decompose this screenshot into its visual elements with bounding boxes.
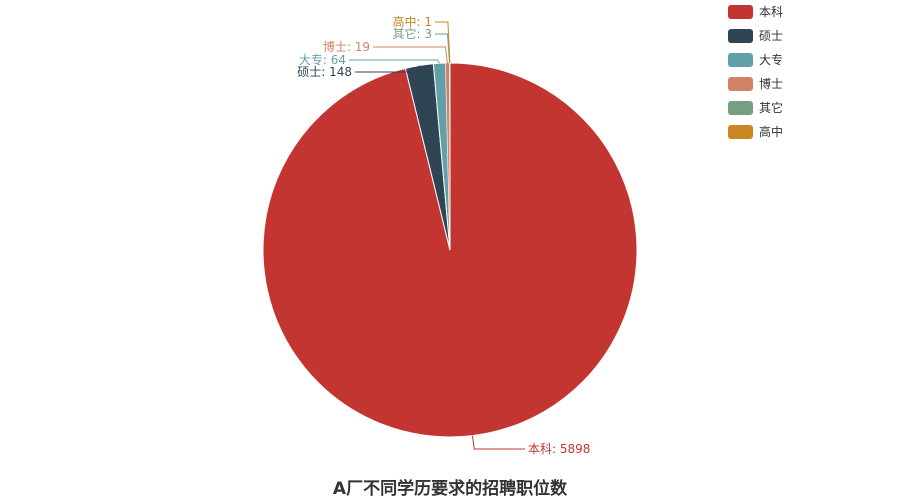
slice-label-5: 高中: 1 xyxy=(393,14,433,29)
slice-label-3: 博士: 19 xyxy=(323,39,370,54)
legend-label-0: 本科 xyxy=(759,5,783,19)
leader-line-3 xyxy=(373,46,448,64)
legend-label-1: 硕士 xyxy=(759,29,783,43)
legend-swatch-5 xyxy=(728,125,753,139)
slice-label-2: 大专: 64 xyxy=(299,52,346,67)
slice-label-0: 本科: 5898 xyxy=(528,442,590,456)
legend-swatch-4 xyxy=(728,101,753,115)
legend-item-1[interactable]: 硕士 xyxy=(728,29,783,43)
legend-label-2: 大专 xyxy=(759,52,783,67)
slice-label-4: 其它: 3 xyxy=(393,26,433,41)
legend-label-5: 高中 xyxy=(759,124,783,139)
chart-title: A厂不同学历要求的招聘职位数 xyxy=(332,479,568,499)
legend-swatch-1 xyxy=(728,29,753,43)
leader-line-2 xyxy=(349,59,440,64)
leader-line-4 xyxy=(435,33,451,64)
legend-item-3[interactable]: 博士 xyxy=(728,76,783,91)
legend-label-3: 博士 xyxy=(759,76,783,91)
legend-swatch-0 xyxy=(728,5,753,19)
leader-line-5 xyxy=(435,21,451,64)
leader-line-0 xyxy=(471,435,525,450)
legend-item-2[interactable]: 大专 xyxy=(728,52,783,67)
slice-label-1: 硕士: 148 xyxy=(297,65,352,79)
legend-swatch-2 xyxy=(728,53,753,67)
label-leader-lines xyxy=(349,21,525,450)
legend-label-4: 其它 xyxy=(759,100,783,115)
leader-line-1 xyxy=(355,65,420,73)
legend-item-5[interactable]: 高中 xyxy=(728,124,783,139)
pie-slices xyxy=(262,62,638,438)
legend-swatch-3 xyxy=(728,77,753,91)
legend-item-0[interactable]: 本科 xyxy=(728,5,783,19)
legend-item-4[interactable]: 其它 xyxy=(728,100,783,115)
